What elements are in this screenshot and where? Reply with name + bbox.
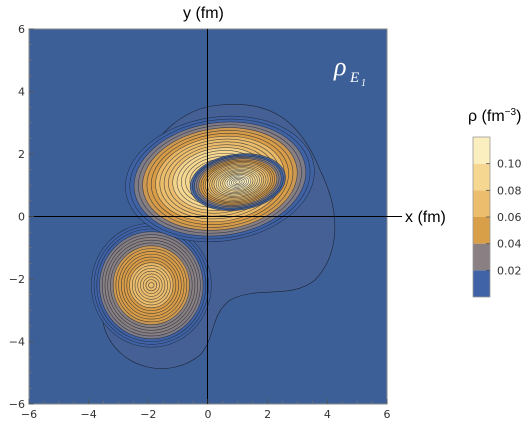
legend-title-exponent: −3 bbox=[505, 107, 517, 118]
plot-label-symbol: ρ bbox=[333, 52, 346, 81]
y-tick-label: −6 bbox=[9, 398, 25, 411]
colorbar-band bbox=[473, 217, 490, 244]
colorbar-tick-label: 0.10 bbox=[497, 158, 522, 171]
y-tick-label: 6 bbox=[18, 23, 25, 36]
x-tick-label: −4 bbox=[81, 408, 97, 421]
y-tick-label: −2 bbox=[9, 273, 25, 286]
colorbar-legend: ρ (fm−3) 0.10 0.08 0.06 0.04 0.02 bbox=[468, 107, 522, 298]
plot-label-subsub: 1 bbox=[361, 78, 366, 89]
colorbar-band bbox=[473, 270, 490, 297]
density-contours bbox=[91, 103, 336, 369]
x-tick-label: 4 bbox=[324, 408, 331, 421]
legend-title: ρ (fm−3) bbox=[468, 107, 521, 125]
plot-label-subscript: E bbox=[349, 70, 359, 86]
colorbar-band bbox=[473, 243, 490, 271]
plot-label: ρ E 1 bbox=[333, 52, 366, 89]
colorbar-tick-label: 0.06 bbox=[497, 211, 522, 224]
colorbar-band bbox=[473, 190, 490, 217]
x-tick-label: −2 bbox=[140, 408, 156, 421]
x-tick-label: −6 bbox=[21, 408, 37, 421]
colorbar-band bbox=[473, 163, 490, 191]
y-tick-label: 4 bbox=[18, 86, 25, 99]
y-tick-label: 2 bbox=[18, 148, 25, 161]
y-tick-label: 0 bbox=[18, 211, 25, 224]
colorbar-tick-label: 0.02 bbox=[497, 264, 522, 277]
colorbar-ticks: 0.10 0.08 0.06 0.04 0.02 bbox=[486, 158, 522, 277]
colorbar-band bbox=[473, 137, 490, 164]
x-axis-label: x (fm) bbox=[405, 209, 446, 226]
x-tick-label: 2 bbox=[264, 408, 271, 421]
upper-right-core-contour-ring bbox=[235, 180, 241, 184]
axis-ticks: −6 −4 −2 0 2 4 6 6 4 2 0 −2 −4 −6 bbox=[9, 23, 391, 421]
y-tick-label: −4 bbox=[9, 336, 25, 349]
colorbar-tick-label: 0.08 bbox=[497, 184, 522, 197]
legend-title-main: ρ (fm bbox=[468, 108, 505, 125]
colorbar-tick-label: 0.04 bbox=[497, 238, 522, 251]
colorbar-bands bbox=[473, 137, 490, 297]
x-tick-label: 0 bbox=[205, 408, 212, 421]
x-tick-label: 6 bbox=[384, 408, 391, 421]
y-axis-label: y (fm) bbox=[183, 5, 224, 22]
lower-left-lobe-contour-ring bbox=[148, 282, 155, 289]
legend-title-close: ) bbox=[516, 108, 521, 125]
